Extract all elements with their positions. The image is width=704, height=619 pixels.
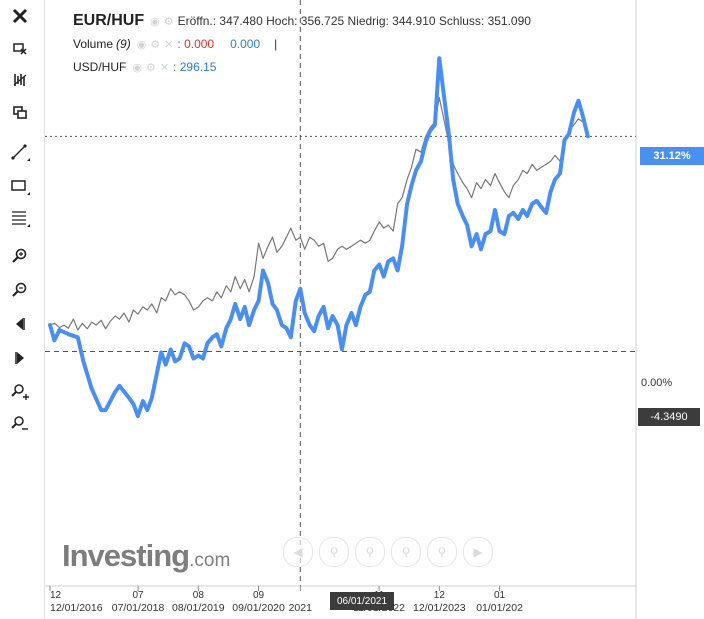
close-icon[interactable]: ✕: [159, 61, 170, 74]
scroll-right-icon[interactable]: ▶: [463, 537, 493, 567]
compare-icon[interactable]: [8, 100, 32, 124]
rectangle-icon[interactable]: [8, 174, 32, 198]
symbol-name[interactable]: EUR/HUF: [73, 12, 145, 29]
series-line-main: [48, 56, 590, 419]
chart-navigation: ◀ ⚲ ⚲ ⚲ ⚲ ▶: [283, 537, 493, 567]
chart-legend: EUR/HUF ◉ ⚙ Eröffn.: 347.480 Hoch: 356.7…: [73, 10, 531, 78]
remove-drawings-icon[interactable]: [8, 36, 32, 60]
gear-icon[interactable]: ⚙: [163, 15, 174, 28]
x-tick-minor-label: 12/01/2023: [413, 602, 466, 614]
x-tick-minor-label: 01/01/202: [476, 602, 523, 614]
x-tick-minor-label: 12/01/2016: [50, 602, 103, 614]
x-tick-minor-label: 09/01/2020: [232, 602, 285, 614]
x-tick-minor-label: 08/01/2019: [172, 602, 225, 614]
x-tick-major-label: 08: [193, 590, 205, 601]
investing-logo: Investing.com: [62, 538, 231, 573]
fibonacci-icon[interactable]: [8, 206, 32, 230]
volume-value-2: 0.000: [230, 37, 261, 51]
zoom-out-horizontal-icon[interactable]: [8, 412, 32, 436]
gear-icon[interactable]: ⚙: [150, 38, 161, 51]
x-tick-major-label: 09: [253, 590, 265, 601]
zoom-out-horizontal-icon[interactable]: ⚲: [427, 537, 457, 567]
eye-icon[interactable]: ◉: [136, 38, 147, 51]
x-tick-minor-label: 2021: [289, 602, 313, 614]
volume-separator: |: [274, 37, 278, 51]
low-value-badge: -4.3490: [638, 408, 700, 426]
x-tick-minor-label: 07/01/2018: [112, 602, 165, 614]
close-icon[interactable]: [8, 4, 32, 28]
zoom-in-icon[interactable]: [8, 244, 32, 268]
trendline-icon[interactable]: [8, 140, 32, 164]
zoom-out-icon[interactable]: [8, 278, 32, 302]
drawing-toolbar: [0, 0, 45, 619]
volume-value-1: : 0.000: [177, 37, 215, 51]
gear-icon[interactable]: ⚙: [145, 61, 156, 74]
eye-icon[interactable]: ◉: [150, 15, 160, 28]
chart-style-icon[interactable]: [8, 68, 32, 92]
ohlc-values: Eröffn.: 347.480 Hoch: 356.725 Niedrig: …: [177, 14, 531, 28]
x-tick-major-label: 07: [132, 590, 144, 601]
current-value-badge: 31.12%: [640, 147, 704, 165]
scroll-left-icon[interactable]: [8, 312, 32, 336]
zoom-out-icon[interactable]: ⚲: [355, 537, 385, 567]
compare-symbol: USD/HUF: [73, 60, 127, 74]
compare-value: : 296.15: [173, 60, 217, 74]
zero-percent-label: 0.00%: [641, 377, 673, 389]
x-tick-major-label: 12: [434, 590, 446, 601]
zoom-in-horizontal-icon[interactable]: ⚲: [391, 537, 421, 567]
x-tick-major-label: 01: [494, 590, 506, 601]
eye-icon[interactable]: ◉: [132, 61, 142, 74]
volume-param: (9): [116, 37, 131, 51]
x-tick-major-label: 12: [50, 590, 62, 601]
crosshair-date: 06/01/2021: [330, 592, 394, 610]
zoom-in-horizontal-icon[interactable]: [8, 380, 32, 404]
series-line-compare: [49, 97, 589, 331]
scroll-left-icon[interactable]: ◀: [283, 537, 313, 567]
close-icon[interactable]: ✕: [164, 38, 174, 51]
zoom-in-icon[interactable]: ⚲: [319, 537, 349, 567]
volume-label: Volume: [73, 37, 114, 51]
scroll-right-icon[interactable]: [8, 346, 32, 370]
